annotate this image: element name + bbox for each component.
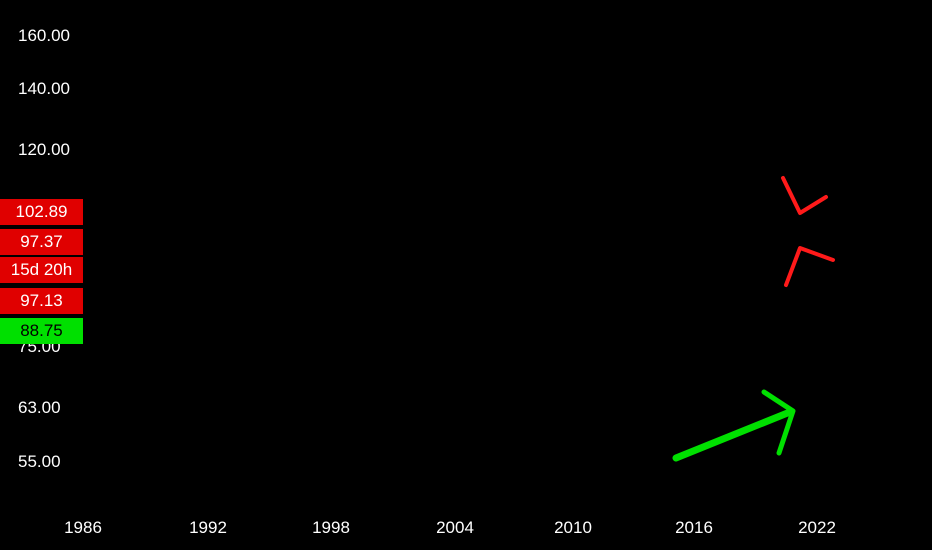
price-badge-88-75: 88.75 [0,318,83,344]
y-tick-label: 63.00 [18,398,61,417]
x-tick-label: 2010 [554,518,592,537]
y-tick-label: 140.00 [18,79,70,98]
y-tick-label: 55.00 [18,452,61,471]
y-tick-label: 120.00 [18,140,70,159]
green-arrow-head [761,389,796,456]
x-tick-label: 2016 [675,518,713,537]
price-badge-102-89: 102.89 [0,199,83,225]
x-tick-label: 1986 [64,518,102,537]
countdown-badge: 15d 20h [0,257,83,283]
x-tick-label: 2022 [798,518,836,537]
red-arrow-top [781,176,828,215]
green-arrow-shaft [672,408,794,462]
y-tick-label: 160.00 [18,26,70,45]
price-badge-97-37: 97.37 [0,229,83,255]
x-tick-label: 1998 [312,518,350,537]
x-tick-label: 1992 [189,518,227,537]
red-arrow-bottom [784,246,835,287]
x-tick-label: 2004 [436,518,474,537]
price-badge-97-13: 97.13 [0,288,83,314]
